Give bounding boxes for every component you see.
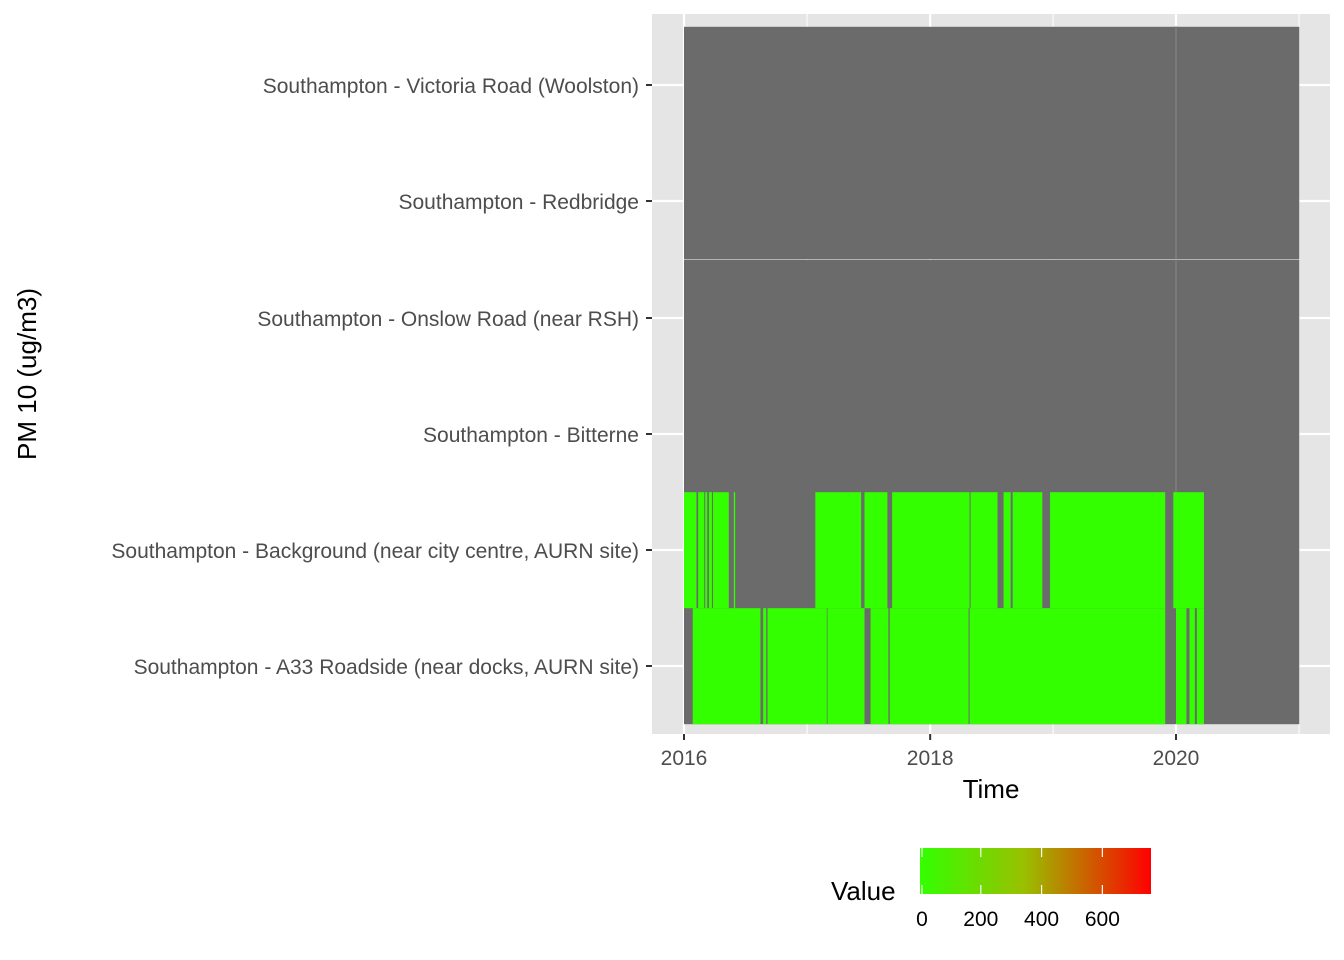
y-tick-label: Southampton - Background (near city cent… [111, 540, 639, 563]
tile-missing [684, 375, 1300, 493]
tile-measured [1189, 607, 1195, 725]
tile-missing [684, 259, 1300, 377]
legend-tick-label: 0 [916, 908, 928, 931]
legend-colorbar [920, 848, 1151, 894]
tile-measured [705, 491, 708, 609]
x-axis: 2016 2018 2020 [661, 734, 1200, 770]
y-tick-label: Southampton - A33 Roadside (near docks, … [134, 656, 639, 679]
tile-measured [1012, 491, 1043, 609]
tile-measured [892, 491, 970, 609]
legend-ticks: 0 200 400 600 [916, 848, 1120, 931]
y-tick-label: Southampton - Bitterne [423, 424, 639, 447]
tile-measured [970, 491, 998, 609]
x-tick-label: 2018 [907, 747, 954, 770]
tile-measured [684, 491, 697, 609]
tile-measured [1196, 607, 1204, 725]
tile-measured [733, 491, 736, 609]
y-tick-label: Southampton - Redbridge [399, 191, 640, 214]
tile-measured [763, 607, 767, 725]
tile-measured [864, 491, 888, 609]
tile-measured [708, 491, 712, 609]
tile-measured [1173, 491, 1204, 609]
legend-title: Value [831, 876, 896, 906]
tile-missing [684, 26, 1300, 144]
tile-measured [767, 607, 827, 725]
y-axis: Southampton - A33 Roadside (near docks, … [111, 75, 652, 679]
tile-measured [815, 491, 862, 609]
tile-measured [1176, 607, 1187, 725]
tile-measured [827, 607, 865, 725]
tile-measured [692, 607, 761, 725]
tile-missing [684, 142, 1300, 260]
tile-measured [698, 491, 705, 609]
y-tick-label: Southampton - Onslow Road (near RSH) [257, 308, 639, 331]
tile-measured [969, 607, 1166, 725]
legend-tick-label: 600 [1085, 908, 1120, 931]
tile-measured [870, 607, 889, 725]
tile-measured [1050, 491, 1166, 609]
y-tick-label: Southampton - Victoria Road (Woolston) [263, 75, 639, 98]
color-legend: Value 0 200 400 600 [831, 848, 1151, 931]
x-axis-title: Time [963, 774, 1020, 804]
legend-tick-label: 200 [963, 908, 998, 931]
tile-measured [889, 607, 969, 725]
x-tick-label: 2016 [661, 747, 708, 770]
y-axis-title: PM 10 (ug/m3) [12, 288, 42, 460]
x-tick-label: 2020 [1153, 747, 1200, 770]
heatmap-tiles [684, 26, 1300, 725]
tile-measured [712, 491, 729, 609]
tile-measured [1003, 491, 1011, 609]
legend-tick-label: 400 [1024, 908, 1059, 931]
